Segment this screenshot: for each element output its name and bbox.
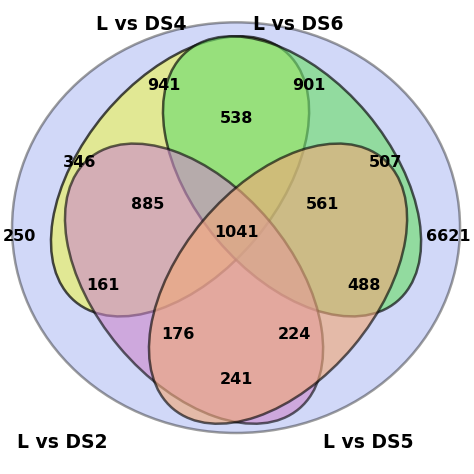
- Text: 538: 538: [219, 110, 253, 126]
- Text: L vs DS2: L vs DS2: [17, 433, 107, 452]
- Ellipse shape: [163, 36, 421, 317]
- Ellipse shape: [149, 144, 407, 424]
- Text: 250: 250: [2, 229, 36, 245]
- Text: 6621: 6621: [426, 229, 471, 245]
- Text: 507: 507: [369, 155, 402, 170]
- Text: L vs DS6: L vs DS6: [253, 15, 343, 34]
- Text: 488: 488: [348, 279, 381, 293]
- Text: 901: 901: [292, 78, 325, 93]
- Text: 1041: 1041: [214, 225, 258, 240]
- Text: 941: 941: [147, 78, 181, 93]
- Ellipse shape: [65, 144, 323, 424]
- Text: 346: 346: [63, 155, 96, 170]
- Text: 161: 161: [86, 279, 120, 293]
- Ellipse shape: [51, 36, 309, 317]
- Text: 224: 224: [278, 328, 311, 343]
- Text: 885: 885: [131, 197, 164, 212]
- Text: L vs DS4: L vs DS4: [96, 15, 187, 34]
- Text: L vs DS5: L vs DS5: [323, 433, 413, 452]
- Ellipse shape: [12, 22, 460, 433]
- Text: 176: 176: [161, 328, 194, 343]
- Text: 241: 241: [219, 372, 253, 387]
- Text: 561: 561: [306, 197, 339, 212]
